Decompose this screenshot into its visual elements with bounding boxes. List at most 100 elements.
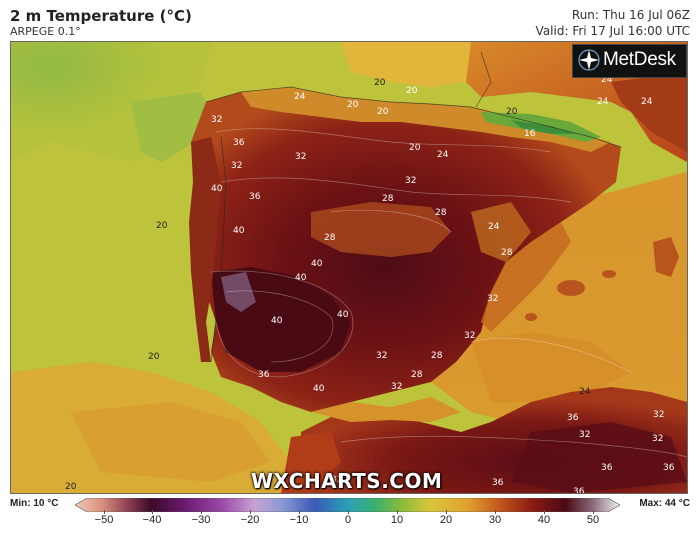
legend-color-bar: [75, 498, 620, 512]
contour-label: 36: [233, 138, 245, 148]
contour-label: 36: [601, 463, 613, 473]
contour-label: 28: [382, 194, 394, 204]
legend-tick-label: 20: [439, 514, 453, 526]
contour-label: 40: [311, 259, 323, 269]
legend-tick-label: −30: [191, 514, 211, 526]
contour-label: 32: [231, 161, 242, 171]
legend-tick-label: −10: [289, 514, 309, 526]
legend-min-label: Min: 10 °C: [10, 498, 59, 509]
map-canvas: 24 20 20 20 20 16 24 32 36 32 20 32 24 3…: [11, 42, 687, 493]
contour-lines: [210, 128, 687, 458]
contour-label: 40: [295, 273, 307, 283]
chart-title: 2 m Temperature (°C): [10, 7, 192, 25]
wxcharts-watermark: WXCHARTS.COM: [251, 469, 443, 493]
contour-label: 28: [501, 248, 513, 258]
contour-label: 32: [331, 475, 342, 485]
legend-tick: [446, 510, 447, 514]
legend-tick: [495, 510, 496, 514]
contour-label: 36: [663, 463, 675, 473]
contour-label: 32: [376, 351, 387, 361]
contour-label: 20: [156, 221, 168, 231]
menorca: [602, 270, 616, 278]
contour-label: 32: [405, 176, 416, 186]
cantabrian-cool-band: [241, 87, 611, 152]
valid-time: Valid: Fri 17 Jul 16:00 UTC: [535, 24, 690, 38]
contour-label: 36: [573, 487, 585, 493]
contour-label: 20: [506, 107, 518, 117]
legend-tick: [104, 510, 105, 514]
contour-label: 20: [347, 100, 359, 110]
contour-label: 40: [233, 226, 245, 236]
contour-label: 20: [374, 78, 386, 88]
contour-label: 24: [601, 75, 613, 85]
contour-label: 40: [313, 384, 325, 394]
sardinia: [653, 237, 679, 277]
contour-label: 24: [597, 97, 609, 107]
contour-label: 24: [641, 97, 653, 107]
contour-label-group: 24 20 20 20 20 16 24 32 36 32 20 32 24 3…: [65, 75, 675, 493]
contour-label: 32: [211, 115, 222, 125]
model-name: ARPEGE 0.1°: [10, 25, 81, 38]
contour-label: 32: [652, 434, 663, 444]
contour-label: 36: [492, 478, 504, 488]
metdesk-logo: MetDesk: [572, 44, 687, 78]
contour-label: 32: [295, 152, 306, 162]
legend-tick: [593, 510, 594, 514]
legend-tick-label: −20: [240, 514, 260, 526]
france-hot-east: [611, 72, 687, 152]
mediterranean-warm-patch: [471, 332, 631, 402]
contour-label: 28: [435, 208, 447, 218]
contour-label: 36: [567, 413, 579, 423]
contour-label: 20: [148, 352, 160, 362]
hottest-core: [221, 272, 256, 312]
contour-label: 36: [258, 370, 270, 380]
france-coast-band: [341, 42, 471, 87]
pyrenees-cooler: [511, 120, 576, 134]
legend-tick: [201, 510, 202, 514]
atlantic-south-warm-2: [71, 402, 271, 482]
legend-tick-label: −50: [94, 514, 114, 526]
contour-label: 20: [406, 86, 418, 96]
legend-tick: [152, 510, 153, 514]
contour-label: 24: [488, 222, 500, 232]
run-time: Run: Thu 16 Jul 06Z: [571, 8, 690, 22]
contour-label: 20: [377, 107, 389, 117]
contour-label: 32: [464, 331, 475, 341]
temperature-map[interactable]: 24 20 20 20 20 16 24 32 36 32 20 32 24 3…: [10, 41, 688, 494]
legend-tick-label: 0: [344, 514, 352, 526]
africa-hot-core: [511, 422, 687, 493]
central-plateau-warm: [311, 202, 451, 257]
contour-label: 36: [249, 192, 261, 202]
contour-label: 28: [324, 233, 336, 243]
contour-label: 40: [337, 310, 349, 320]
legend-tick-label: 30: [488, 514, 502, 526]
legend-tick-label: 40: [537, 514, 551, 526]
metdesk-logo-icon: [578, 49, 600, 71]
portugal-coast: [189, 137, 221, 362]
east-coast-band: [481, 222, 571, 332]
contour-label: 16: [524, 129, 536, 139]
contour-label: 20: [65, 482, 77, 492]
chart-header: 2 m Temperature (°C) ARPEGE 0.1° Run: Th…: [0, 0, 700, 40]
iberian-system-band: [471, 202, 531, 262]
mallorca: [557, 280, 585, 296]
legend-tick: [544, 510, 545, 514]
legend-tick: [348, 510, 349, 514]
contour-label: 32: [487, 294, 498, 304]
alboran-sea: [311, 397, 461, 422]
morocco-coast-warm: [281, 432, 341, 493]
metdesk-logo-text: MetDesk: [603, 49, 676, 70]
borders: [205, 51, 622, 363]
contour-label: 28: [411, 370, 423, 380]
contour-label: 32: [653, 410, 664, 420]
legend-tick-label: 10: [390, 514, 404, 526]
contour-label: 24: [579, 387, 591, 397]
legend-tick-label: −40: [142, 514, 162, 526]
ibiza: [525, 313, 537, 321]
contour-label: 24: [437, 150, 449, 160]
legend-tick: [250, 510, 251, 514]
contour-label: 40: [211, 184, 223, 194]
contour-label: 40: [271, 316, 283, 326]
legend-tick: [299, 510, 300, 514]
legend-tick: [397, 510, 398, 514]
